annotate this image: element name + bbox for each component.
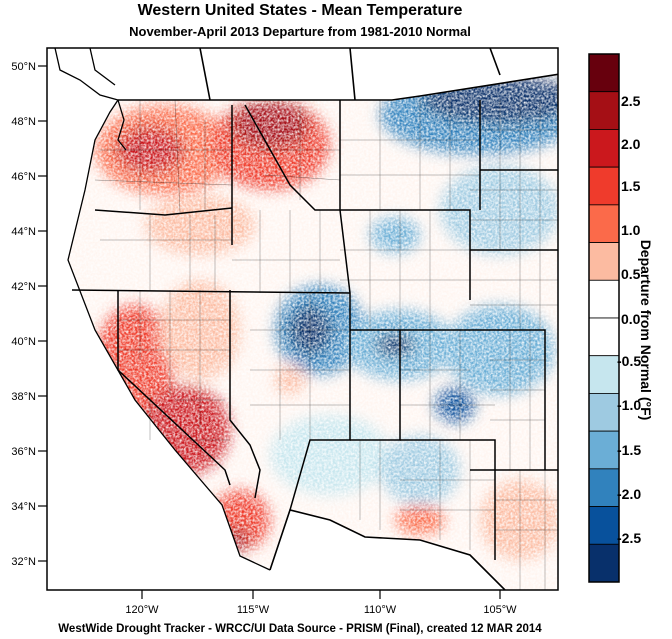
lat-label: 50°N xyxy=(11,61,36,73)
footer-credit: WestWide Drought Tracker - WRCC/UI Data … xyxy=(58,623,542,635)
legend-swatch xyxy=(588,430,620,470)
legend-title-text: Departure from Normal (°F) xyxy=(638,239,654,421)
legend-swatch xyxy=(588,129,620,168)
lat-label: 40°N xyxy=(11,336,36,348)
legend-swatch xyxy=(588,242,620,281)
legend-swatch xyxy=(588,279,620,319)
map-title: Western United States - Mean Temperature xyxy=(137,2,463,19)
lat-label: 34°N xyxy=(11,501,36,513)
state-borders xyxy=(71,100,558,560)
legend-frame xyxy=(588,53,620,583)
lat-ticks xyxy=(38,65,47,562)
legend-tick-label: -0.5 xyxy=(617,353,641,369)
legend-swatch xyxy=(588,91,620,130)
legend-swatch xyxy=(588,53,620,93)
lat-label: 36°N xyxy=(11,446,36,458)
legend-tick-label: -2.5 xyxy=(617,530,641,546)
legend-tick-label: 1.0 xyxy=(621,222,641,238)
lon-ticks xyxy=(141,590,501,599)
legend-swatch xyxy=(588,204,620,243)
lon-labels: 120°W 115°W 110°W 105°W xyxy=(125,604,517,616)
lat-label: 42°N xyxy=(11,281,36,293)
legend-tick-label: -2.0 xyxy=(617,486,641,502)
lat-label: 44°N xyxy=(11,226,36,238)
lon-label: 115°W xyxy=(237,604,270,616)
legend-tick-label: -1.5 xyxy=(617,442,641,458)
lat-label: 48°N xyxy=(11,116,36,128)
legend-swatch xyxy=(588,166,620,206)
legend-swatch xyxy=(588,468,620,507)
legend-swatch xyxy=(588,543,620,583)
legend-swatch xyxy=(588,506,620,545)
lon-label: 120°W xyxy=(125,604,159,616)
legend-tick-label: 0.5 xyxy=(621,266,641,282)
lon-label: 110°W xyxy=(364,604,397,616)
legend-swatch xyxy=(588,355,620,394)
legend-tick-labels: 2.5 2.0 1.5 1.0 0.5 0.0 -0.5 -1.0 -1.5 -… xyxy=(617,93,641,546)
legend-tick-label: 2.0 xyxy=(621,136,641,152)
legend-tick-label: 0.0 xyxy=(621,311,641,327)
legend-tick-label: 1.5 xyxy=(621,178,641,194)
lat-label: 46°N xyxy=(11,171,36,183)
legend-tick-label: 2.5 xyxy=(621,93,641,109)
lat-labels: 50°N 48°N 46°N 44°N 42°N 40°N 38°N 36°N … xyxy=(11,61,36,568)
coastline xyxy=(54,48,271,571)
map-frame xyxy=(46,47,559,591)
lat-label: 32°N xyxy=(11,556,36,568)
legend-swatch xyxy=(588,393,620,432)
lon-label: 105°W xyxy=(483,604,517,616)
legend-tick-label: -1.0 xyxy=(617,397,641,413)
county-borders xyxy=(94,99,558,590)
legend-swatches xyxy=(588,53,620,583)
legend-swatch xyxy=(588,317,620,357)
map-subtitle: November-April 2013 Departure from 1981-… xyxy=(129,24,471,39)
lat-label: 38°N xyxy=(11,391,36,403)
